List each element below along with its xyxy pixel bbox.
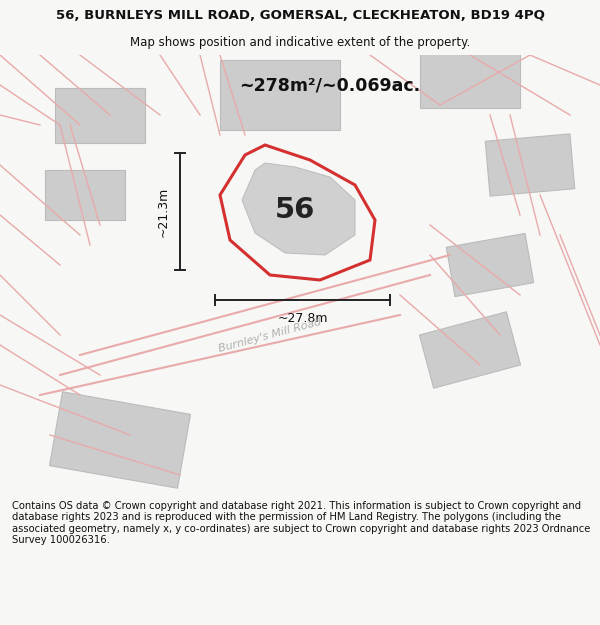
- Text: Contains OS data © Crown copyright and database right 2021. This information is : Contains OS data © Crown copyright and d…: [12, 501, 590, 546]
- Text: 56, BURNLEYS MILL ROAD, GOMERSAL, CLECKHEATON, BD19 4PQ: 56, BURNLEYS MILL ROAD, GOMERSAL, CLECKH…: [56, 9, 544, 22]
- Polygon shape: [45, 170, 125, 220]
- Polygon shape: [220, 60, 340, 130]
- Polygon shape: [420, 52, 520, 107]
- Polygon shape: [55, 88, 145, 142]
- Text: Map shows position and indicative extent of the property.: Map shows position and indicative extent…: [130, 36, 470, 49]
- Text: 56: 56: [275, 196, 315, 224]
- Polygon shape: [485, 134, 575, 196]
- Text: Burnley's Mill Road: Burnley's Mill Road: [217, 316, 323, 354]
- Polygon shape: [446, 233, 534, 297]
- Text: ~21.3m: ~21.3m: [157, 186, 170, 237]
- Polygon shape: [242, 163, 355, 255]
- Text: ~27.8m: ~27.8m: [277, 312, 328, 325]
- Text: ~278m²/~0.069ac.: ~278m²/~0.069ac.: [239, 76, 421, 94]
- Polygon shape: [49, 392, 191, 488]
- Polygon shape: [419, 312, 521, 388]
